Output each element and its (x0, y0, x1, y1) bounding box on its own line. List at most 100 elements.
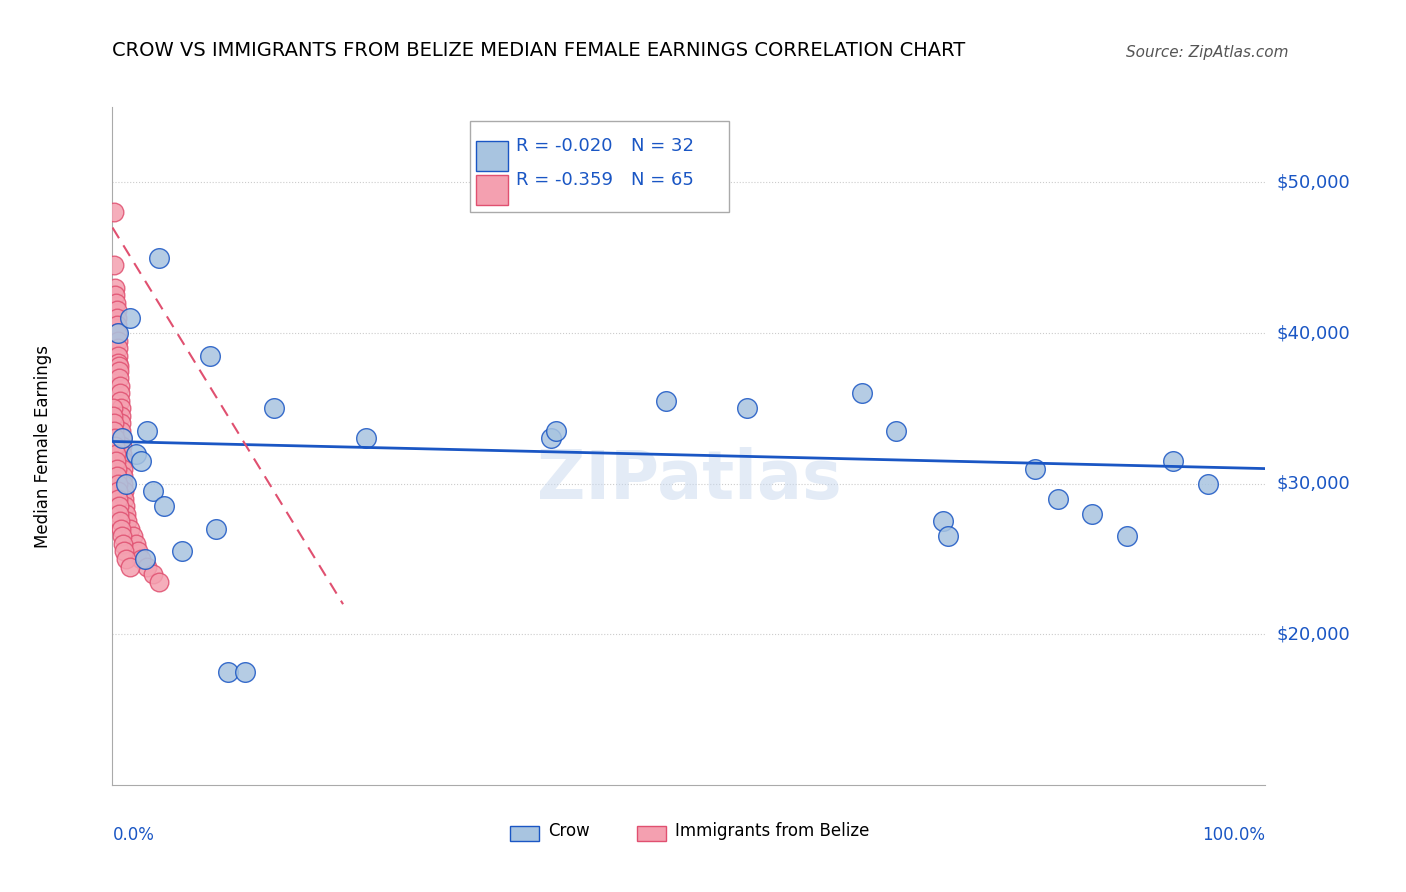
Point (148, 574, 170, 589)
Point (148, 251, 170, 265)
Point (546, 424, 568, 438)
Point (129, 552, 153, 566)
Point (107, 341, 129, 355)
Point (107, 334, 129, 348)
Point (110, 393, 132, 408)
Text: Median Female Earnings: Median Female Earnings (34, 344, 52, 548)
Point (1081, 507, 1104, 521)
Point (108, 514, 131, 528)
Point (153, 500, 176, 514)
Point (104, 446, 127, 460)
Point (104, 296, 127, 310)
Point (107, 476, 129, 491)
Point (886, 424, 908, 438)
Point (111, 432, 134, 446)
Text: Immigrants from Belize: Immigrants from Belize (675, 822, 869, 840)
Point (101, 401, 124, 416)
Point (129, 454, 153, 468)
FancyBboxPatch shape (475, 175, 508, 205)
Point (1161, 454, 1184, 468)
Point (110, 424, 132, 438)
Point (1046, 491, 1069, 506)
Point (112, 544, 135, 558)
Point (105, 310, 128, 325)
Point (1024, 461, 1046, 475)
Text: ZIPatlas: ZIPatlas (537, 447, 841, 513)
Point (115, 552, 138, 566)
Point (118, 310, 141, 325)
Point (134, 552, 156, 566)
Point (110, 417, 132, 431)
Point (104, 281, 127, 295)
Point (217, 665, 239, 679)
Point (655, 393, 678, 408)
Point (1197, 476, 1219, 491)
Text: $40,000: $40,000 (1277, 324, 1351, 342)
Point (112, 469, 135, 483)
Point (107, 356, 129, 370)
Point (108, 359, 131, 373)
Point (115, 507, 138, 521)
Point (117, 514, 139, 528)
Text: N = 65: N = 65 (631, 171, 695, 189)
Point (104, 288, 127, 302)
Point (931, 514, 953, 528)
Point (354, 432, 377, 446)
Point (105, 454, 128, 468)
Point (1116, 529, 1139, 543)
Point (735, 401, 758, 416)
Point (200, 349, 222, 363)
Point (108, 507, 131, 521)
Point (111, 461, 134, 475)
Point (233, 665, 256, 679)
Point (104, 439, 127, 453)
Point (114, 500, 136, 514)
Point (105, 461, 128, 475)
Point (111, 432, 134, 446)
Point (127, 544, 149, 558)
Point (110, 522, 132, 536)
Point (108, 386, 131, 401)
Text: 100.0%: 100.0% (1202, 826, 1265, 844)
Point (110, 401, 132, 416)
Point (110, 409, 132, 423)
Point (107, 326, 129, 340)
Point (112, 491, 135, 506)
FancyBboxPatch shape (510, 826, 538, 840)
Point (108, 371, 131, 385)
Point (111, 454, 134, 468)
Point (105, 326, 128, 340)
FancyBboxPatch shape (637, 826, 666, 840)
Text: 0.0%: 0.0% (112, 826, 155, 844)
Text: $20,000: $20,000 (1277, 625, 1351, 643)
Point (170, 544, 193, 558)
Point (103, 409, 125, 423)
Point (540, 432, 562, 446)
Point (938, 529, 960, 543)
Point (124, 446, 146, 460)
Point (118, 522, 141, 536)
Point (142, 484, 165, 499)
Point (205, 522, 228, 536)
Point (122, 529, 145, 543)
Point (108, 500, 131, 514)
Point (103, 432, 125, 446)
Point (103, 424, 125, 438)
Point (112, 484, 135, 499)
Text: $50,000: $50,000 (1277, 173, 1351, 192)
Point (103, 205, 125, 219)
Point (118, 559, 141, 574)
Point (108, 378, 131, 392)
Point (124, 537, 146, 551)
Point (851, 386, 873, 401)
Point (103, 258, 125, 272)
Text: Crow: Crow (548, 822, 591, 840)
Point (107, 491, 129, 506)
Point (111, 439, 134, 453)
Text: $30,000: $30,000 (1277, 475, 1351, 492)
Text: N = 32: N = 32 (631, 137, 695, 155)
Point (142, 567, 165, 582)
Point (105, 469, 128, 483)
Text: R = -0.020: R = -0.020 (516, 137, 613, 155)
FancyBboxPatch shape (470, 120, 730, 212)
